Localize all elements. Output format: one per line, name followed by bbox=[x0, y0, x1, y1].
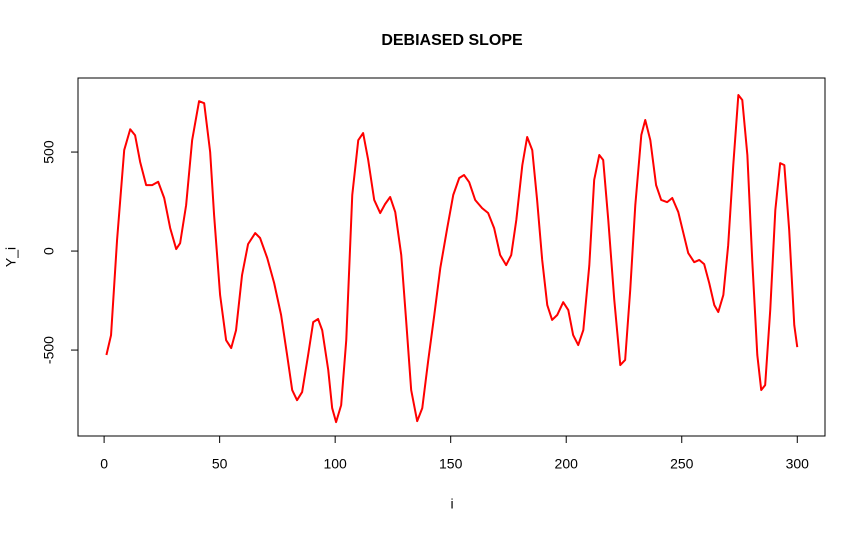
x-tick-label: 150 bbox=[439, 456, 463, 472]
x-axis-label: i bbox=[450, 496, 453, 512]
x-tick-label: 100 bbox=[323, 456, 347, 472]
x-tick-label: 50 bbox=[212, 456, 228, 472]
x-tick-label: 300 bbox=[786, 456, 810, 472]
data-line bbox=[105, 94, 799, 424]
x-tick-label: 250 bbox=[670, 456, 694, 472]
y-axis-label: Y_i bbox=[3, 247, 19, 267]
x-tick-label: 0 bbox=[100, 456, 108, 472]
y-tick-label: 500 bbox=[41, 140, 57, 164]
chart-title: DEBIASED SLOPE bbox=[381, 32, 523, 49]
plot-frame bbox=[77, 77, 826, 437]
y-tick-label: -500 bbox=[41, 336, 57, 364]
x-tick-label: 200 bbox=[555, 456, 579, 472]
y-tick-label: 0 bbox=[41, 247, 57, 255]
